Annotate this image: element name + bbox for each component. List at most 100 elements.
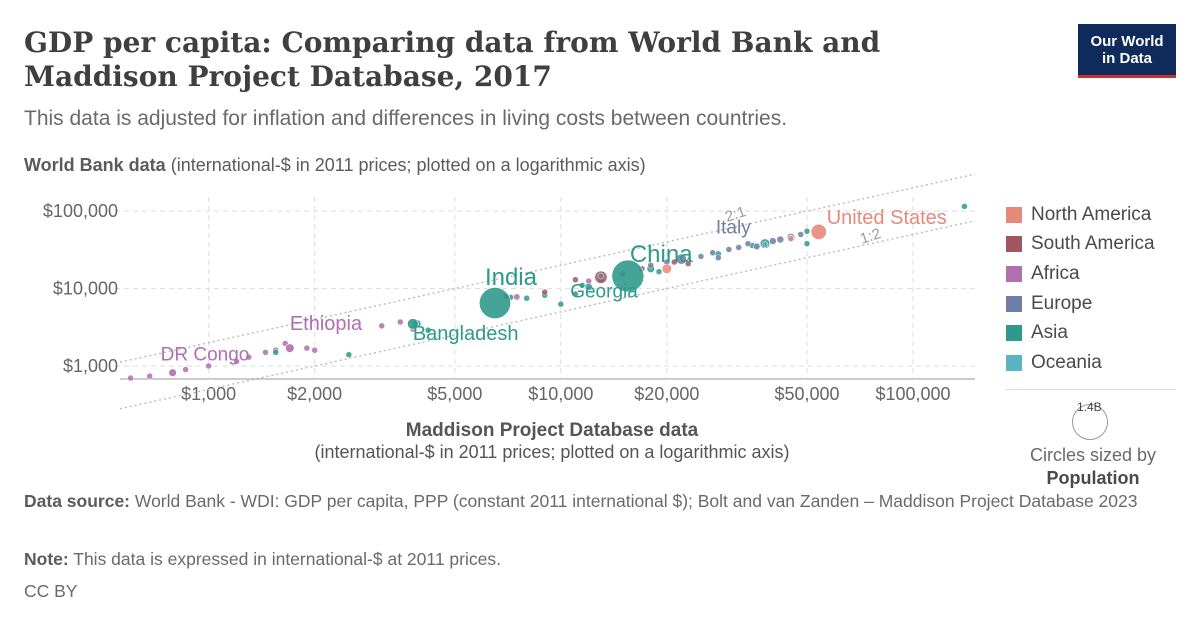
legend-label: South America bbox=[1031, 233, 1155, 255]
data-point bbox=[709, 249, 716, 257]
chart-title: GDP per capita: Comparing data from Worl… bbox=[24, 26, 881, 93]
data-point bbox=[684, 260, 692, 267]
data-point bbox=[523, 294, 530, 302]
x-axis-label: Maddison Project Database data bbox=[406, 420, 699, 441]
reference-line bbox=[119, 173, 976, 363]
x-tick-label: $50,000 bbox=[774, 384, 839, 404]
data-point bbox=[303, 344, 311, 352]
data-point-label: DR Congo bbox=[161, 345, 250, 366]
data-point bbox=[787, 235, 795, 242]
y-axis-label-bold: World Bank data bbox=[24, 155, 166, 175]
data-point bbox=[761, 241, 769, 248]
data-point bbox=[803, 240, 811, 247]
data-point-labeled bbox=[611, 259, 645, 293]
y-tick-label: $1,000 bbox=[63, 356, 118, 376]
data-point bbox=[803, 227, 811, 235]
logo-line-1: Our World bbox=[1090, 32, 1164, 50]
data-point bbox=[541, 288, 548, 296]
legend-item[interactable]: Asia bbox=[1006, 318, 1155, 348]
data-point bbox=[769, 237, 777, 245]
data-point bbox=[655, 268, 663, 275]
data-point bbox=[776, 235, 785, 244]
reference-line-label: 2:1 bbox=[723, 203, 748, 226]
region-legend: North America South America Africa Europe As… bbox=[1006, 200, 1155, 378]
data-source-text[interactable]: World Bank - WDI: GDP per capita, PPP (c… bbox=[130, 491, 1138, 511]
legend-label: Europe bbox=[1031, 292, 1093, 314]
data-point bbox=[205, 362, 212, 370]
data-point bbox=[597, 272, 605, 280]
y-tick-label: $10,000 bbox=[53, 279, 118, 299]
reference-line bbox=[119, 220, 976, 410]
legend-swatch bbox=[1006, 354, 1022, 371]
data-point bbox=[345, 351, 353, 358]
data-point bbox=[378, 322, 385, 330]
chart-note: Note: This data is expressed in internat… bbox=[24, 548, 1164, 570]
x-axis-label-detail: (international-$ in 2011 prices; plotted… bbox=[315, 442, 790, 462]
x-tick-label: $100,000 bbox=[875, 384, 950, 404]
data-source-label: Data source: bbox=[24, 491, 131, 511]
data-point bbox=[397, 318, 404, 326]
data-point bbox=[146, 372, 153, 380]
data-point-label: Bangladesh bbox=[413, 323, 519, 345]
data-point-label: China bbox=[630, 241, 693, 268]
data-point bbox=[513, 293, 521, 301]
legend-swatch bbox=[1006, 265, 1022, 282]
size-legend-value: 1.4B bbox=[1077, 400, 1102, 414]
legend-label: Africa bbox=[1031, 262, 1080, 284]
data-source: Data source: World Bank - WDI: GDP per c… bbox=[24, 490, 1164, 512]
x-tick-label: $10,000 bbox=[528, 384, 593, 404]
data-point bbox=[661, 263, 672, 274]
data-point-labeled bbox=[285, 343, 295, 353]
license[interactable]: CC BY bbox=[24, 581, 78, 601]
data-point bbox=[715, 254, 722, 262]
y-axis-label-detail: (international-$ in 2011 prices; plotted… bbox=[165, 155, 646, 175]
data-point bbox=[584, 283, 593, 291]
data-point-label: United States bbox=[827, 207, 947, 229]
data-point bbox=[735, 244, 742, 251]
size-legend-caption: Circles sized by Population bbox=[1010, 444, 1176, 490]
data-point bbox=[272, 349, 279, 356]
data-point-label: Georgia bbox=[570, 281, 638, 302]
data-point bbox=[647, 262, 654, 269]
data-point bbox=[245, 353, 253, 361]
data-point bbox=[572, 290, 579, 298]
x-tick-label: $1,000 bbox=[181, 384, 236, 404]
data-point bbox=[676, 253, 687, 265]
data-point-labeled bbox=[753, 242, 761, 251]
x-tick-label: $2,000 bbox=[287, 384, 342, 404]
legend-swatch bbox=[1006, 325, 1022, 342]
x-tick-label: $20,000 bbox=[634, 384, 699, 404]
data-point-label: Ethiopia bbox=[290, 313, 363, 335]
data-point-labeled bbox=[810, 223, 827, 240]
data-point bbox=[557, 300, 565, 308]
data-point bbox=[424, 326, 432, 334]
size-legend-caption-bold: Population bbox=[1046, 468, 1140, 488]
legend-item[interactable]: North America bbox=[1006, 200, 1155, 230]
size-legend-caption-text: Circles sized by bbox=[1029, 445, 1157, 465]
data-point-labeled bbox=[407, 318, 419, 330]
y-tick-label: $100,000 bbox=[43, 201, 118, 221]
data-point bbox=[262, 349, 269, 356]
legend-label: North America bbox=[1031, 203, 1152, 225]
legend-item[interactable]: Europe bbox=[1006, 289, 1155, 319]
legend-swatch bbox=[1006, 236, 1022, 253]
size-legend-circle bbox=[1072, 404, 1108, 440]
legend-item[interactable]: South America bbox=[1006, 230, 1155, 260]
legend-label: Asia bbox=[1031, 322, 1068, 344]
legend-swatch bbox=[1006, 206, 1022, 223]
data-point bbox=[797, 231, 804, 238]
note-label: Note: bbox=[24, 549, 69, 569]
legend-item[interactable]: Africa bbox=[1006, 259, 1155, 289]
legend-swatch bbox=[1006, 295, 1022, 312]
reference-line-label: 1:2 bbox=[858, 225, 883, 248]
owid-logo[interactable]: Our World in Data bbox=[1078, 24, 1176, 78]
data-point-labeled bbox=[478, 287, 511, 320]
data-point bbox=[961, 203, 968, 210]
y-axis-label: World Bank data (international-$ in 2011… bbox=[24, 155, 646, 176]
data-point bbox=[572, 276, 579, 283]
data-point-label: India bbox=[485, 264, 538, 291]
legend-item[interactable]: Oceania bbox=[1006, 348, 1155, 378]
logo-line-2: in Data bbox=[1101, 49, 1152, 67]
data-point-label: Italy bbox=[716, 217, 751, 238]
data-point-labeled bbox=[578, 282, 586, 289]
